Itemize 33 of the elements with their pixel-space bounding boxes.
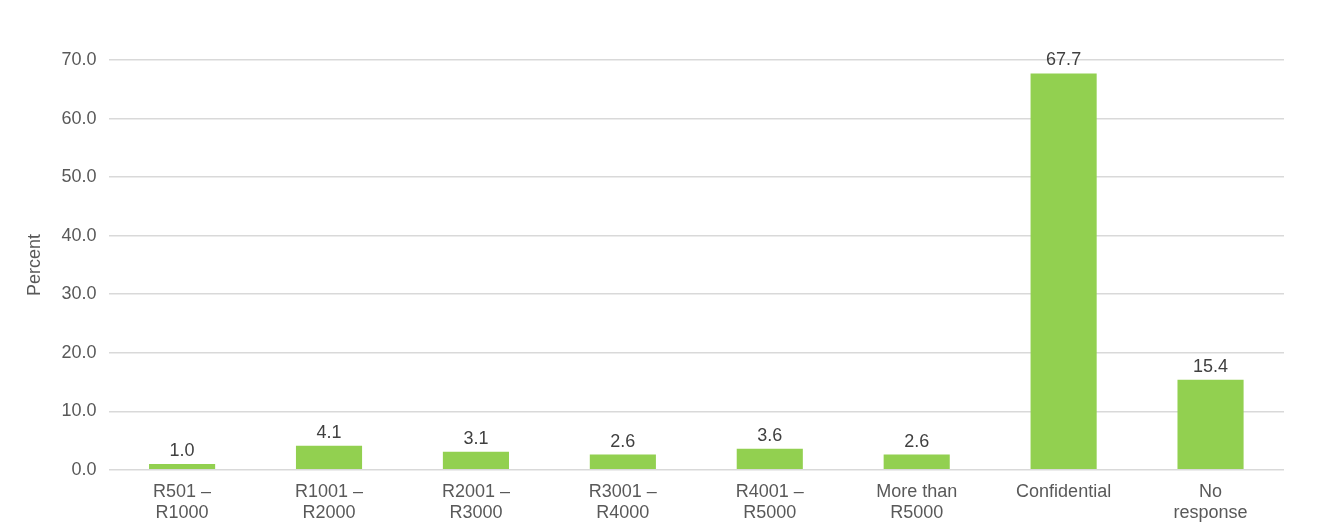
x-tick-label: R1001 – R2000	[294, 480, 364, 523]
bar	[149, 463, 216, 470]
y-tick-label: 20.0	[61, 341, 97, 362]
x-tick-label: No response	[1173, 480, 1248, 523]
bar	[442, 451, 509, 470]
bar	[883, 454, 950, 470]
bar	[589, 454, 656, 470]
data-label: 2.6	[610, 430, 636, 451]
y-tick-label: 30.0	[61, 283, 97, 304]
data-label: 4.1	[316, 421, 342, 442]
data-label: 1.0	[169, 439, 195, 460]
x-tick-label: R501 – R1000	[153, 480, 212, 523]
y-tick-label: 10.0	[61, 400, 97, 421]
bar	[1177, 379, 1244, 470]
bar	[1030, 73, 1097, 470]
data-label: 15.4	[1193, 355, 1229, 376]
y-tick-label: 40.0	[61, 224, 97, 245]
x-tick-label: Confidential	[1016, 480, 1112, 501]
bar	[736, 448, 803, 470]
y-tick-label: 60.0	[61, 107, 97, 128]
x-tick-label: R3001 – R4000	[588, 480, 657, 523]
x-tick-label: R2001 – R3000	[441, 480, 510, 523]
y-axis-title: Percent	[23, 233, 44, 296]
data-label: 2.6	[904, 430, 930, 451]
y-tick-label: 70.0	[61, 48, 97, 69]
data-label: 67.7	[1046, 49, 1082, 70]
x-tick-label: More than R5000	[876, 480, 958, 523]
y-tick-label: 50.0	[61, 166, 97, 187]
data-label: 3.6	[757, 424, 783, 445]
data-label: 3.1	[463, 427, 489, 448]
x-tick-label: R4001 – R5000	[735, 480, 804, 523]
bar	[295, 445, 363, 470]
y-tick-label: 0.0	[71, 458, 97, 479]
